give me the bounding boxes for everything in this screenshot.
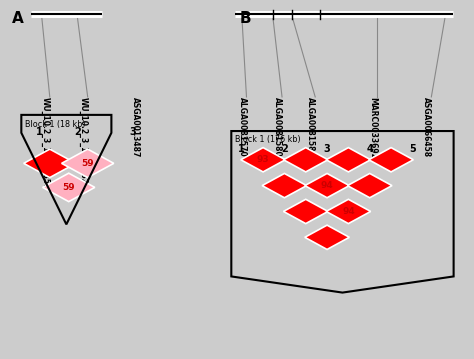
Polygon shape xyxy=(326,148,371,172)
Text: ASGA0013487: ASGA0013487 xyxy=(131,97,140,157)
Text: 94: 94 xyxy=(321,181,333,190)
Polygon shape xyxy=(305,225,349,250)
Text: 3: 3 xyxy=(324,144,330,154)
Polygon shape xyxy=(326,199,371,224)
Polygon shape xyxy=(62,149,114,178)
Text: 2: 2 xyxy=(74,127,81,137)
Text: 4: 4 xyxy=(366,144,373,154)
Polygon shape xyxy=(43,173,95,202)
Text: WU_10.2_3_11397857: WU_10.2_3_11397857 xyxy=(41,97,50,189)
Polygon shape xyxy=(24,149,76,178)
Text: 59: 59 xyxy=(82,159,94,168)
Polygon shape xyxy=(305,173,349,198)
Text: ALGA0081580: ALGA0081580 xyxy=(273,97,282,157)
Text: 1: 1 xyxy=(36,127,42,137)
Text: ALGA0081582: ALGA0081582 xyxy=(306,97,315,157)
Text: 1: 1 xyxy=(238,144,245,154)
Text: Block 1 (176 kb): Block 1 (176 kb) xyxy=(235,135,300,144)
Polygon shape xyxy=(369,148,413,172)
Text: A: A xyxy=(12,11,24,26)
Text: 93: 93 xyxy=(257,155,269,164)
Text: B: B xyxy=(239,11,251,26)
Text: 94: 94 xyxy=(342,207,355,216)
Polygon shape xyxy=(262,173,307,198)
Polygon shape xyxy=(347,173,392,198)
Text: ASGA0066458: ASGA0066458 xyxy=(422,97,431,157)
Text: 59: 59 xyxy=(63,183,75,192)
Text: 5: 5 xyxy=(409,144,416,154)
Polygon shape xyxy=(283,148,328,172)
Text: 3: 3 xyxy=(129,127,136,137)
Polygon shape xyxy=(241,148,285,172)
Text: 2: 2 xyxy=(281,144,288,154)
Text: MARC0033692: MARC0033692 xyxy=(368,97,377,159)
Polygon shape xyxy=(283,199,328,224)
Text: WU_10.2_3_11416624: WU_10.2_3_11416624 xyxy=(79,97,88,189)
Text: ALGA0081570: ALGA0081570 xyxy=(237,97,246,157)
Text: Block 1 (18 kb): Block 1 (18 kb) xyxy=(25,120,85,129)
